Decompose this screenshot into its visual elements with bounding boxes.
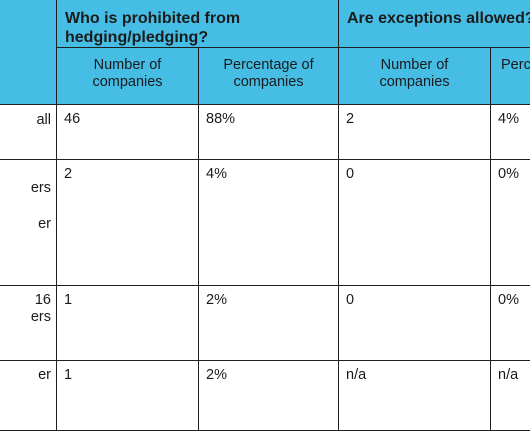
row-label: ers er: [0, 159, 57, 286]
header-number-of-companies: Number of companies: [56, 47, 199, 105]
header-number-of-companies-2: Number of companies: [338, 47, 491, 105]
table-row: all 46 88% 2 4%: [0, 104, 530, 160]
table-cell: 2: [56, 159, 199, 286]
header-percentage-clipped: Perce: [489, 47, 530, 105]
row-label: er: [0, 360, 57, 431]
row-label-fragment: 16: [34, 292, 51, 308]
table-row: 16 ers 1 2% 0 0%: [0, 285, 530, 361]
row-label-fragment: er: [38, 367, 51, 383]
row-label: all: [0, 104, 57, 160]
table-row: ers er 2 4% 0 0%: [0, 159, 530, 286]
row-label: 16 ers: [0, 285, 57, 361]
header-blank-cell: [0, 0, 57, 105]
row-label-fragment: all: [36, 112, 51, 128]
header-exceptions-group: Are exceptions allowed?: [337, 0, 530, 48]
table-row: er 1 2% n/a n/a: [0, 360, 530, 431]
row-label-fragment: ers: [30, 180, 51, 196]
table-cell: 4%: [198, 159, 339, 286]
header-prohibited-group: Who is prohibited from hedging/pledging?: [56, 0, 339, 48]
table-cell: 0%: [489, 285, 530, 361]
table-cell: 2%: [198, 285, 339, 361]
table-cell: 2%: [198, 360, 339, 431]
table-cell: 0: [338, 285, 491, 361]
row-label-fragment: er: [38, 216, 51, 232]
row-label-fragment: ers: [30, 309, 51, 325]
table-cell: n/a: [489, 360, 530, 431]
table-cell: 46: [56, 104, 199, 160]
table-cell: 2: [338, 104, 491, 160]
table-cell: 1: [56, 360, 199, 431]
table-cell: n/a: [338, 360, 491, 431]
header-row-columns: Number of companies Percentage of compan…: [0, 47, 530, 105]
hedging-pledging-table: Who is prohibited from hedging/pledging?…: [0, 0, 530, 431]
table-cell: 4%: [489, 104, 530, 160]
table-cell: 88%: [198, 104, 339, 160]
header-row-groups: Who is prohibited from hedging/pledging?…: [0, 0, 530, 105]
table-cell: 0: [338, 159, 491, 286]
table-cell: 0%: [489, 159, 530, 286]
table-cell: 1: [56, 285, 199, 361]
header-percentage-of-companies: Percentage of companies: [198, 47, 339, 105]
